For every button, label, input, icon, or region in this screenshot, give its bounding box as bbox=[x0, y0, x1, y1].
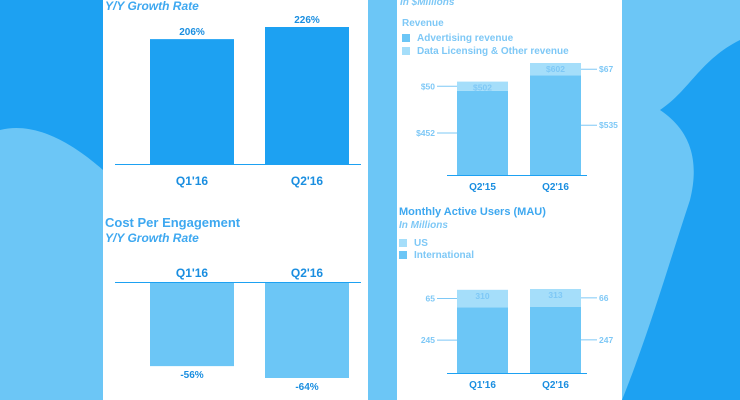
cpe-value-label-0: -56% bbox=[180, 370, 203, 381]
growth-bar-0 bbox=[150, 39, 234, 164]
legend-label-international: International bbox=[414, 250, 475, 261]
growth-value-label-1: 226% bbox=[294, 15, 320, 26]
cpe-category-label-1: Q2'16 bbox=[291, 266, 324, 280]
revenue-bar-0-0 bbox=[457, 90, 508, 175]
mau-title: Monthly Active Users (MAU) bbox=[399, 206, 546, 218]
revenue-segment-label-0-0: $452 bbox=[416, 128, 435, 138]
revenue-category-label-1: Q2'16 bbox=[542, 182, 569, 193]
mau-bar-0-0 bbox=[457, 307, 508, 373]
legend-label-us: US bbox=[414, 238, 428, 249]
legend-swatch-data-licensing bbox=[402, 47, 410, 55]
revenue-category-label-0: Q2'15 bbox=[469, 182, 496, 193]
revenue-total-label-0: $502 bbox=[473, 83, 492, 93]
mau-bar-0-1 bbox=[457, 289, 508, 308]
mau-total-label-1: 313 bbox=[548, 290, 562, 300]
mau-segment-label-1-0: 247 bbox=[599, 335, 613, 345]
revenue-segment-label-1-0: $535 bbox=[599, 120, 618, 130]
growth-bar-1 bbox=[265, 27, 349, 164]
legend-international: International bbox=[399, 250, 474, 261]
background-gap-strip bbox=[368, 0, 397, 400]
legend-advertising-revenue: Advertising revenue bbox=[402, 33, 513, 44]
cpe-category-label-0: Q1'16 bbox=[176, 266, 209, 280]
mau-segment-label-0-0: 245 bbox=[421, 335, 435, 345]
revenue-legend-title: Revenue bbox=[402, 18, 444, 29]
revenue-bar-1-0 bbox=[530, 75, 581, 175]
growth-rate-chart: 206% Q1'16 226% Q2'16 bbox=[115, 15, 361, 188]
legend-swatch-us bbox=[399, 239, 407, 247]
mau-bar-1-1 bbox=[530, 289, 581, 307]
right-panel: In $Millions Revenue Advertising revenue… bbox=[397, 0, 622, 400]
mau-bar-1-0 bbox=[530, 306, 581, 373]
mau-total-label-0: 310 bbox=[475, 291, 489, 301]
mau-category-label-0: Q1'16 bbox=[469, 380, 496, 391]
growth-category-label-1: Q2'16 bbox=[291, 174, 324, 188]
revenue-units-subtitle: In $Millions bbox=[400, 0, 455, 8]
mau-segment-label-1-1: 66 bbox=[599, 293, 609, 303]
revenue-total-label-1: $602 bbox=[546, 64, 565, 74]
legend-swatch-international bbox=[399, 251, 407, 259]
cpe-value-label-1: -64% bbox=[295, 382, 318, 393]
legend-label-data-licensing: Data Licensing & Other revenue bbox=[417, 46, 569, 57]
growth-rate-subtitle: Y/Y Growth Rate bbox=[105, 0, 199, 13]
revenue-chart: $502 Q2'15 $452 $50 $602 Q2'16 $535 $67 bbox=[416, 63, 618, 193]
revenue-bar-0-1 bbox=[457, 81, 508, 91]
cpe-bar-0 bbox=[150, 283, 234, 367]
mau-chart: 310 Q1'16 245 65 313 Q2'16 247 66 bbox=[421, 289, 613, 391]
mau-category-label-1: Q2'16 bbox=[542, 380, 569, 391]
revenue-bar-1-1 bbox=[530, 63, 581, 76]
legend-swatch-advertising bbox=[402, 34, 410, 42]
background-shape-left bbox=[0, 128, 103, 400]
legend-data-licensing-revenue: Data Licensing & Other revenue bbox=[402, 46, 569, 57]
revenue-segment-label-0-1: $50 bbox=[421, 81, 435, 91]
cpe-bar-1 bbox=[265, 283, 349, 378]
background-shape-right bbox=[622, 0, 740, 400]
growth-category-label-0: Q1'16 bbox=[176, 174, 209, 188]
left-panel: Y/Y Growth Rate 206% Q1'16 226% Q2'16 Cost … bbox=[103, 0, 368, 400]
revenue-segment-label-1-1: $67 bbox=[599, 64, 613, 74]
cost-per-engagement-chart: -56% Q1'16 -64% Q2'16 bbox=[115, 266, 361, 393]
mau-subtitle: In Millions bbox=[399, 220, 448, 231]
mau-segment-label-0-1: 65 bbox=[426, 294, 436, 304]
legend-label-advertising: Advertising revenue bbox=[417, 33, 514, 44]
legend-us: US bbox=[399, 238, 428, 249]
cost-per-engagement-subtitle: Y/Y Growth Rate bbox=[105, 231, 199, 245]
cost-per-engagement-title: Cost Per Engagement bbox=[105, 215, 241, 230]
growth-value-label-0: 206% bbox=[179, 27, 205, 38]
